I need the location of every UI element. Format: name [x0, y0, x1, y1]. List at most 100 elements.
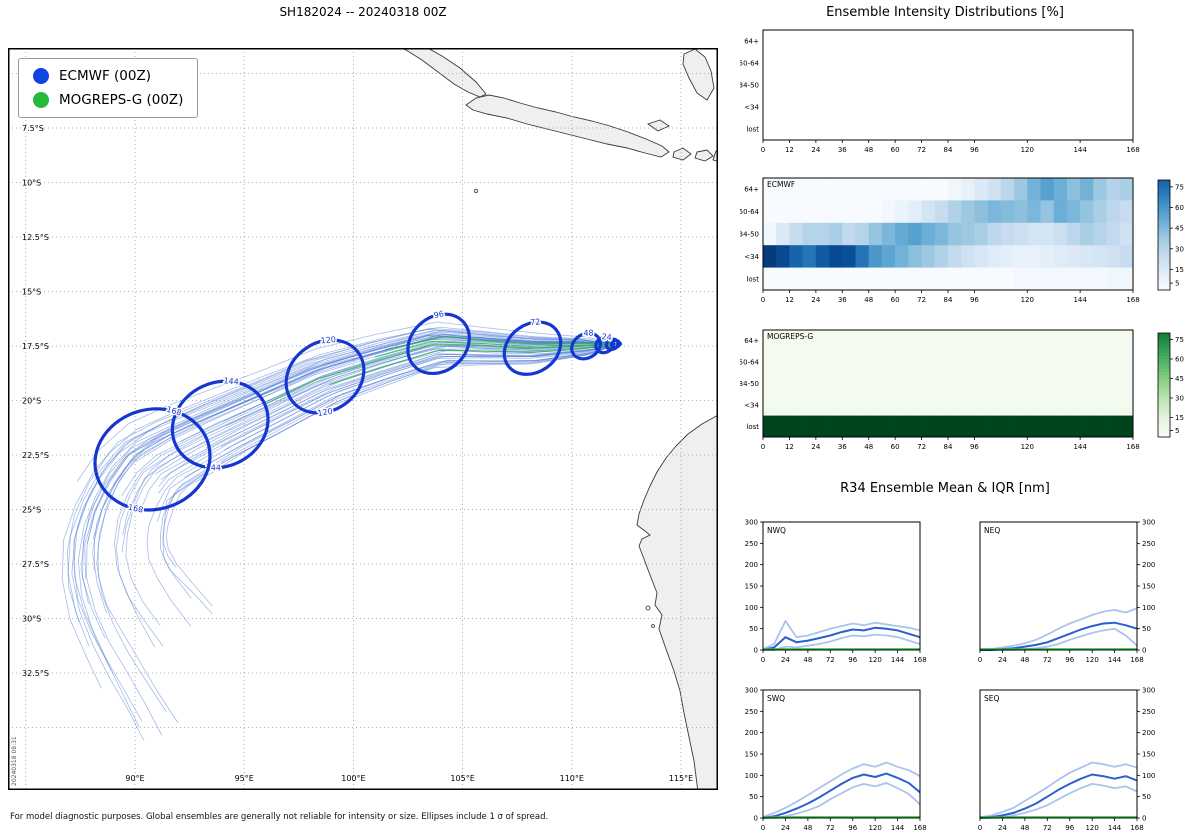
- heatmap-cell: [961, 178, 975, 201]
- x-tick-label: 84: [944, 146, 953, 154]
- lat-label: 15°S: [22, 288, 41, 297]
- land-bali: [672, 147, 692, 161]
- heatmap-cell: [974, 222, 988, 246]
- lat-label: 25°S: [22, 506, 41, 515]
- r34-q3-line: [979, 761, 1138, 818]
- heatmap-cell: [987, 245, 1002, 268]
- heatmap-cell: [868, 415, 883, 438]
- heatmap-cell: [1106, 372, 1121, 395]
- heatmap-cell: [921, 351, 936, 374]
- heatmap-cell: [948, 222, 962, 246]
- heatmap-cell: [842, 200, 856, 224]
- heatmap-cell: [895, 245, 909, 268]
- heatmap-cell: [908, 330, 922, 352]
- colorbar-segment: [1158, 333, 1170, 337]
- heatmap-cell: [763, 372, 777, 395]
- heatmap-cell: [895, 351, 909, 374]
- colorbar-segment: [1158, 235, 1170, 239]
- colorbar-segment: [1158, 200, 1170, 205]
- heatmap-cell: [829, 245, 843, 268]
- heatmap-cell: [789, 200, 803, 224]
- y-tick-label: 100: [1142, 772, 1155, 780]
- heatmap-cell: [1000, 178, 1015, 201]
- x-tick-label: 72: [917, 146, 926, 154]
- colorbar-segment: [1158, 214, 1170, 219]
- heatmap-cell: [881, 372, 896, 395]
- colorbar-segment: [1158, 265, 1170, 270]
- heatmap-cell: [802, 372, 817, 395]
- colorbar-segment: [1158, 224, 1170, 229]
- colorbar-segment: [1158, 346, 1170, 350]
- heatmap-cell: [934, 372, 949, 395]
- heatmap-cell: [1106, 245, 1121, 268]
- heatmap-cell: [895, 415, 909, 438]
- forecast-ellipse: [570, 331, 602, 361]
- x-tick-label: 96: [970, 443, 979, 451]
- intensity-title: Ensemble Intensity Distributions [%]: [826, 5, 1064, 20]
- heatmap-cell: [1080, 415, 1094, 438]
- colorbar-segment: [1158, 391, 1170, 396]
- heatmap-cell: [881, 178, 896, 201]
- heatmap-cell: [763, 267, 777, 291]
- x-tick-label: 0: [761, 443, 765, 451]
- y-tick-label: 200: [1142, 729, 1155, 737]
- intensity-row-label: 34-50: [740, 380, 759, 388]
- ensemble-track: [146, 343, 620, 627]
- heatmap-cell: [1119, 200, 1134, 224]
- heatmap-cell: [974, 245, 988, 268]
- colorbar-segment: [1158, 365, 1170, 370]
- heatmap-cell: [1080, 245, 1094, 268]
- r34-panel-border: [762, 689, 921, 819]
- heatmap-cell: [842, 267, 856, 291]
- x-tick-label: 48: [1020, 824, 1029, 832]
- heatmap-cell: [921, 200, 936, 224]
- lon-label: 95°E: [235, 774, 254, 783]
- heatmap-cell: [987, 178, 1002, 201]
- intensity-row-label: lost: [746, 126, 759, 134]
- r34-q3-line: [979, 607, 1138, 651]
- map-legend: ECMWF (00Z) MOGREPS-G (00Z): [18, 58, 199, 118]
- x-tick-label: 36: [838, 443, 847, 451]
- intensity-row-label: 64+: [744, 337, 759, 345]
- forecast-ellipse: [594, 335, 615, 355]
- heatmap-cell: [1093, 351, 1107, 374]
- y-tick-label: 150: [1142, 583, 1155, 591]
- heatmap-cell: [921, 372, 936, 395]
- heatmap-cell: [921, 178, 936, 201]
- heatmap-cell: [868, 372, 883, 395]
- heatmap-cell: [921, 222, 936, 246]
- heatmap-cell: [1080, 394, 1094, 416]
- heatmap-cell: [855, 200, 870, 224]
- heatmap-cell: [1000, 267, 1015, 291]
- heatmap-cell: [1027, 372, 1041, 395]
- colorbar-segment: [1158, 349, 1170, 353]
- y-tick-label: 100: [745, 772, 758, 780]
- heatmap-cell: [1040, 200, 1055, 224]
- lat-label: 10°S: [22, 179, 41, 188]
- y-tick-label: 300: [1142, 687, 1155, 695]
- r34-panel-border: [979, 521, 1138, 651]
- heatmap-cell: [1053, 245, 1068, 268]
- heatmap-cell: [776, 178, 790, 201]
- ensemble-track: [73, 329, 620, 728]
- y-tick-label: 300: [745, 687, 758, 695]
- heatmap-cell: [1053, 178, 1068, 201]
- y-tick-label: 250: [745, 708, 758, 716]
- x-tick-label: 72: [826, 656, 835, 664]
- heatmap-model-label: MOGREPS-G: [767, 332, 813, 341]
- colorbar-segment: [1158, 276, 1170, 281]
- y-tick-label: 0: [754, 647, 758, 655]
- colorbar-segment: [1158, 427, 1170, 431]
- heatmap-cell: [829, 394, 843, 416]
- heatmap-cell: [908, 351, 922, 374]
- heatmap-cell: [789, 267, 803, 291]
- heatmap-cell: [855, 415, 870, 438]
- footnote-text: For model diagnostic purposes. Global en…: [10, 812, 549, 822]
- lon-label: 90°E: [125, 774, 144, 783]
- x-tick-label: 144: [1108, 656, 1122, 664]
- heatmap-cell: [802, 330, 817, 352]
- heatmap-cell: [1014, 222, 1028, 246]
- heatmap-cell: [1080, 351, 1094, 374]
- heatmap-cell: [1053, 222, 1068, 246]
- heatmap-cell: [776, 330, 790, 352]
